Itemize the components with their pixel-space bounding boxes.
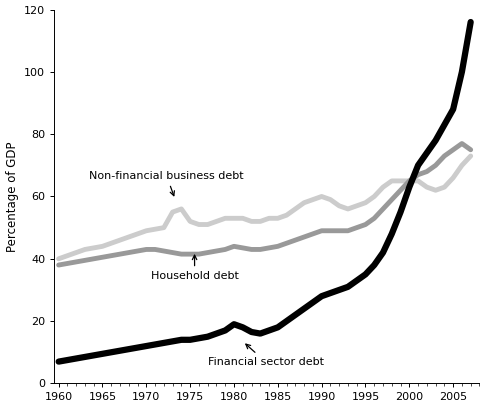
- Text: Financial sector debt: Financial sector debt: [207, 344, 323, 367]
- Y-axis label: Percentage of GDP: Percentage of GDP: [5, 141, 18, 252]
- Text: Household debt: Household debt: [151, 255, 238, 281]
- Text: Non-financial business debt: Non-financial business debt: [89, 171, 243, 196]
